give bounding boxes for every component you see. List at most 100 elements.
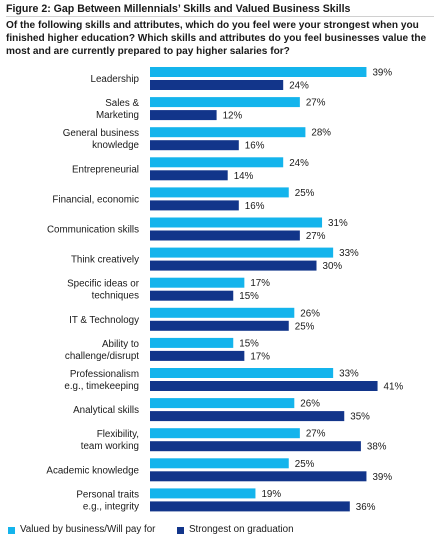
category-label: General business knowledge xyxy=(63,128,140,151)
category-label: Communication skills xyxy=(47,225,139,236)
bar-strongest xyxy=(150,411,345,422)
bar-strongest xyxy=(150,441,361,452)
value-label-strongest: 17% xyxy=(250,351,270,362)
category-label-line: Marketing xyxy=(96,110,139,121)
bar-strongest xyxy=(150,471,367,482)
bar-valued xyxy=(150,187,289,198)
category-label-line: Analytical skills xyxy=(73,405,139,416)
value-label-valued: 26% xyxy=(300,399,320,410)
category-label: IT & Technology xyxy=(69,315,139,326)
bar-valued xyxy=(150,368,334,378)
category-label-line: knowledge xyxy=(92,140,139,151)
value-label-strongest: 30% xyxy=(323,261,343,272)
value-label-strongest: 14% xyxy=(234,171,254,182)
value-label-strongest: 25% xyxy=(295,321,315,332)
bar-valued xyxy=(150,398,295,409)
bar-strongest xyxy=(150,320,289,331)
bar-valued xyxy=(150,157,284,168)
bar-strongest xyxy=(150,290,234,301)
category-label-line: e.g., timekeeping xyxy=(64,381,139,392)
value-label-valued: 33% xyxy=(339,248,359,259)
category-label-line: team working xyxy=(81,441,139,452)
category-label: Think creatively xyxy=(71,255,139,266)
bar-strongest xyxy=(150,200,239,211)
value-label-strongest: 24% xyxy=(289,81,309,92)
category-label-line: Flexibility, xyxy=(97,429,139,440)
value-label-valued: 26% xyxy=(300,308,320,319)
value-label-valued: 39% xyxy=(372,68,392,79)
legend-label-valued: Valued by business/Will pay for xyxy=(20,524,156,535)
category-label-line: techniques xyxy=(92,291,139,302)
bar-valued xyxy=(150,307,295,318)
chart-legend: Valued by business/Will pay for Stronges… xyxy=(6,524,434,536)
value-label-valued: 28% xyxy=(311,128,331,139)
title-divider xyxy=(6,16,434,17)
bar-strongest xyxy=(150,80,284,90)
value-label-strongest: 41% xyxy=(384,382,404,393)
bar-valued xyxy=(150,127,306,138)
category-label-line: Entrepreneurial xyxy=(72,164,139,175)
bar-strongest xyxy=(150,260,317,271)
bar-valued xyxy=(150,217,323,228)
category-label-line: Ability to xyxy=(102,339,140,350)
value-label-valued: 15% xyxy=(239,338,259,349)
value-label-strongest: 38% xyxy=(367,442,387,453)
category-label-line: Sales & xyxy=(105,98,139,109)
bar-valued xyxy=(150,488,256,499)
category-label-line: Personal traits xyxy=(76,489,139,500)
legend-item-valued: Valued by business/Will pay for xyxy=(8,524,155,536)
chart-subtitle: Of the following skills and attributes, … xyxy=(6,20,427,57)
category-label: Leadership xyxy=(91,74,140,85)
chart-title: Figure 2: Gap Between Millennials’ Skill… xyxy=(6,3,351,15)
category-label-line: e.g., integrity xyxy=(83,501,139,512)
value-label-valued: 19% xyxy=(261,489,281,500)
value-label-valued: 25% xyxy=(295,188,315,199)
category-label: Analytical skills xyxy=(73,405,139,416)
bar-strongest xyxy=(150,381,378,391)
category-label: Academic knowledge xyxy=(46,465,139,476)
value-label-strongest: 27% xyxy=(306,231,326,242)
bar-valued xyxy=(150,337,234,348)
bar-valued xyxy=(150,458,289,469)
category-label-line: Professionalism xyxy=(70,369,139,380)
category-label: Financial, economic xyxy=(52,194,139,205)
bar-valued xyxy=(150,97,300,108)
category-label-line: General business xyxy=(63,128,139,139)
bar-strongest xyxy=(150,350,245,361)
legend-label-strongest: Strongest on graduation xyxy=(189,524,294,535)
category-label-line: Think creatively xyxy=(71,255,139,266)
bar-chart: Leadership 39% 24% Sales & Marketing 27% 12% Ge… xyxy=(46,67,404,513)
category-label: Sales & Marketing xyxy=(96,98,139,121)
value-label-strongest: 16% xyxy=(245,201,265,212)
category-label-line: IT & Technology xyxy=(69,315,139,326)
category-label-line: Academic knowledge xyxy=(46,465,139,476)
value-label-valued: 33% xyxy=(339,369,359,380)
legend-swatch-strongest xyxy=(177,526,184,534)
legend-swatch-valued xyxy=(8,526,15,534)
category-label: Professionalism e.g., timekeeping xyxy=(64,369,139,392)
category-label: Personal traits e.g., integrity xyxy=(76,489,139,512)
bar-strongest xyxy=(150,140,239,151)
bar-strongest xyxy=(150,501,350,512)
bar-strongest xyxy=(150,230,300,241)
category-label-line: Financial, economic xyxy=(52,194,139,205)
bar-valued xyxy=(150,67,367,77)
category-label-line: Specific ideas or xyxy=(67,279,140,290)
value-label-strongest: 39% xyxy=(372,472,392,483)
value-label-valued: 27% xyxy=(306,98,326,109)
value-label-valued: 25% xyxy=(295,459,315,470)
value-label-strongest: 15% xyxy=(239,291,259,302)
category-label: Specific ideas or techniques xyxy=(67,279,140,302)
value-label-valued: 24% xyxy=(289,158,309,169)
bar-strongest xyxy=(150,110,217,121)
value-label-strongest: 35% xyxy=(350,412,370,423)
category-label-line: Leadership xyxy=(91,74,140,85)
value-label-valued: 31% xyxy=(328,218,348,229)
value-label-strongest: 36% xyxy=(356,502,376,513)
category-label: Entrepreneurial xyxy=(72,164,139,175)
value-label-valued: 17% xyxy=(250,278,270,289)
category-label: Ability to challenge/disrupt xyxy=(65,339,140,362)
bar-strongest xyxy=(150,170,228,181)
bar-valued xyxy=(150,428,300,439)
value-label-valued: 27% xyxy=(306,429,326,440)
